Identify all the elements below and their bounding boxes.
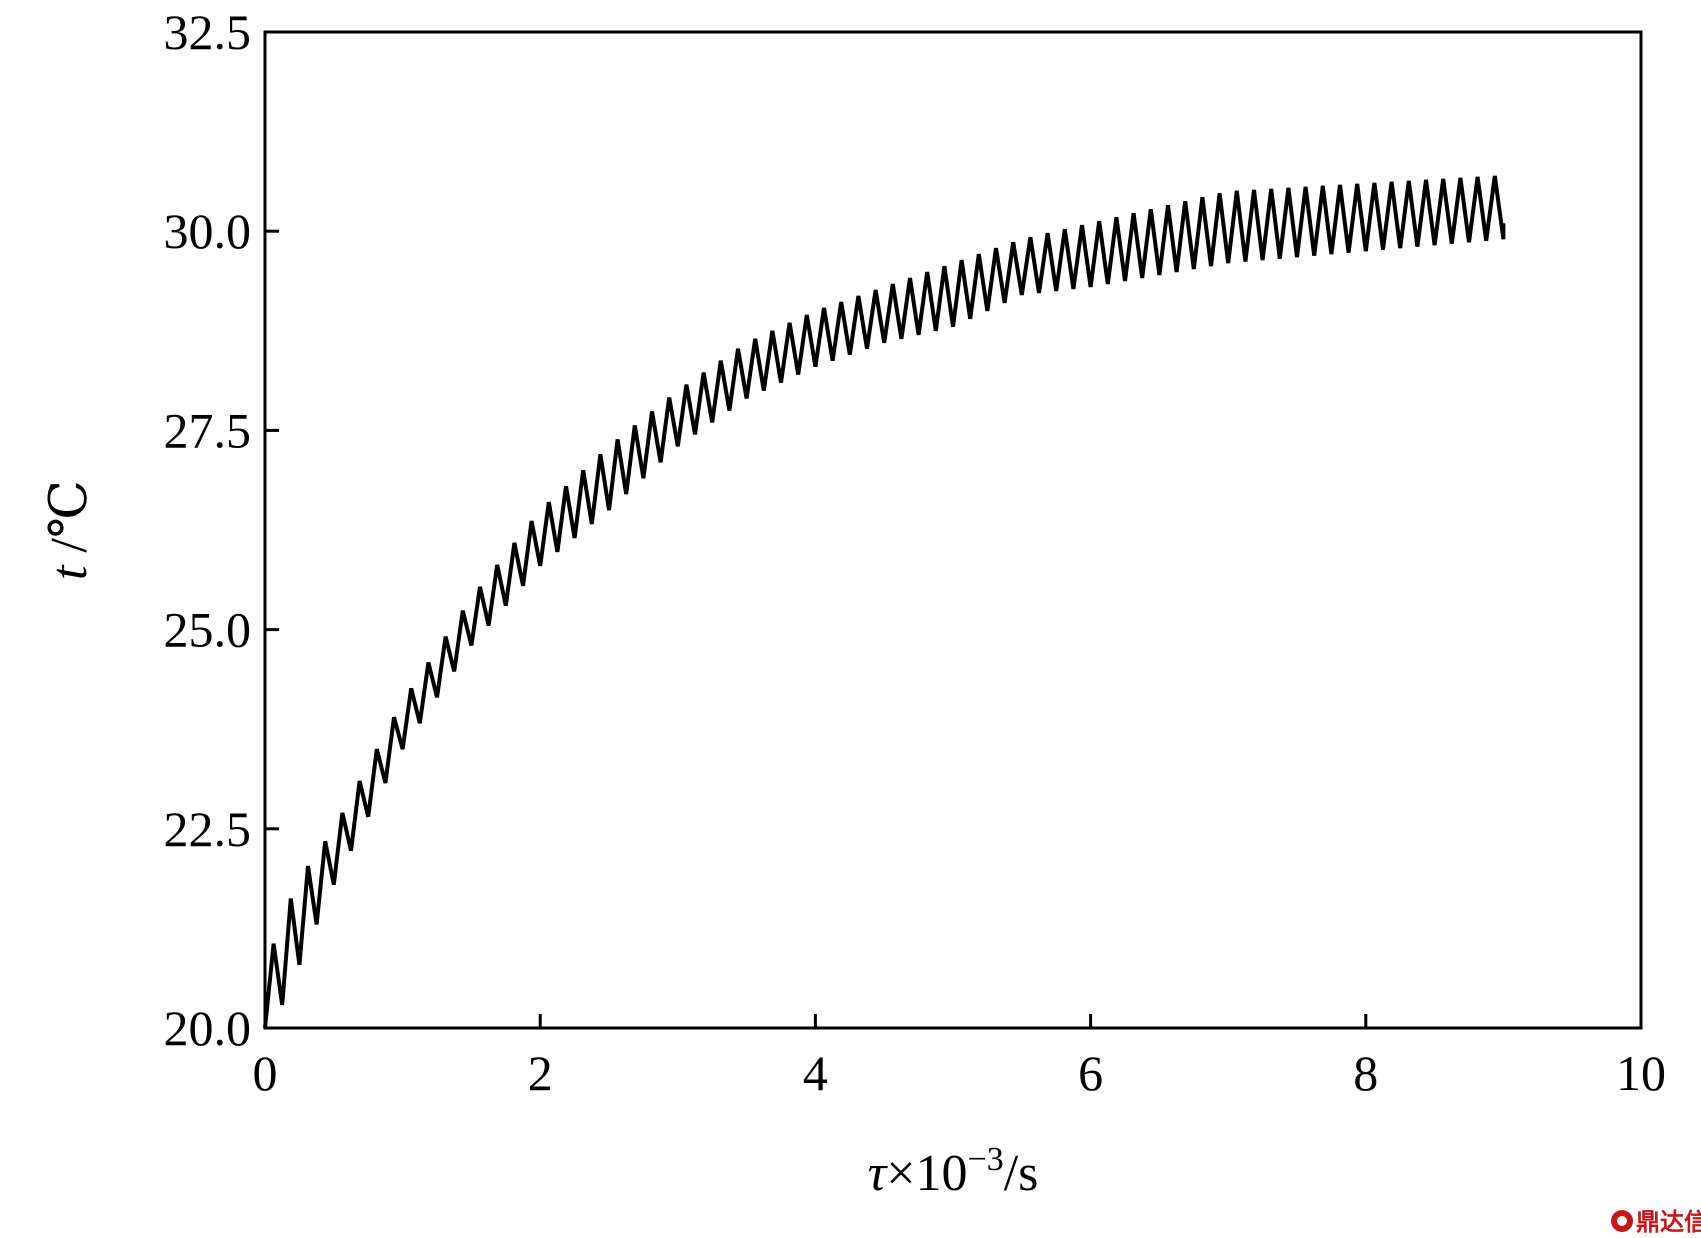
temperature-series-line <box>263 175 1506 1029</box>
x-tick-label: 4 <box>803 1045 828 1101</box>
y-axis-ticks: 20.0 22.5 25.0 27.5 30.0 32.5 <box>164 4 279 1056</box>
watermark-text: 鼎达信 <box>1636 1208 1701 1236</box>
watermark-logo: 鼎达信 <box>1611 1208 1701 1236</box>
y-tick-label: 20.0 <box>164 1000 252 1056</box>
y-tick-label: 25.0 <box>164 602 252 658</box>
y-tick-label: 27.5 <box>164 402 252 458</box>
y-tick-label: 32.5 <box>164 4 252 60</box>
x-axis-label: τ×10−3/s <box>868 1141 1039 1202</box>
x-tick-label: 8 <box>1353 1045 1378 1101</box>
x-axis-ticks: 0 2 4 6 8 10 <box>253 1014 1666 1101</box>
x-tick-label: 6 <box>1078 1045 1103 1101</box>
x-tick-label: 2 <box>528 1045 553 1101</box>
y-tick-label: 22.5 <box>164 801 252 857</box>
plot-frame <box>263 30 1643 1030</box>
y-tick-label: 30.0 <box>164 203 252 259</box>
x-tick-label: 10 <box>1616 1045 1666 1101</box>
x-tick-label: 0 <box>253 1045 278 1101</box>
y-axis-label: t /℃ <box>41 480 98 580</box>
